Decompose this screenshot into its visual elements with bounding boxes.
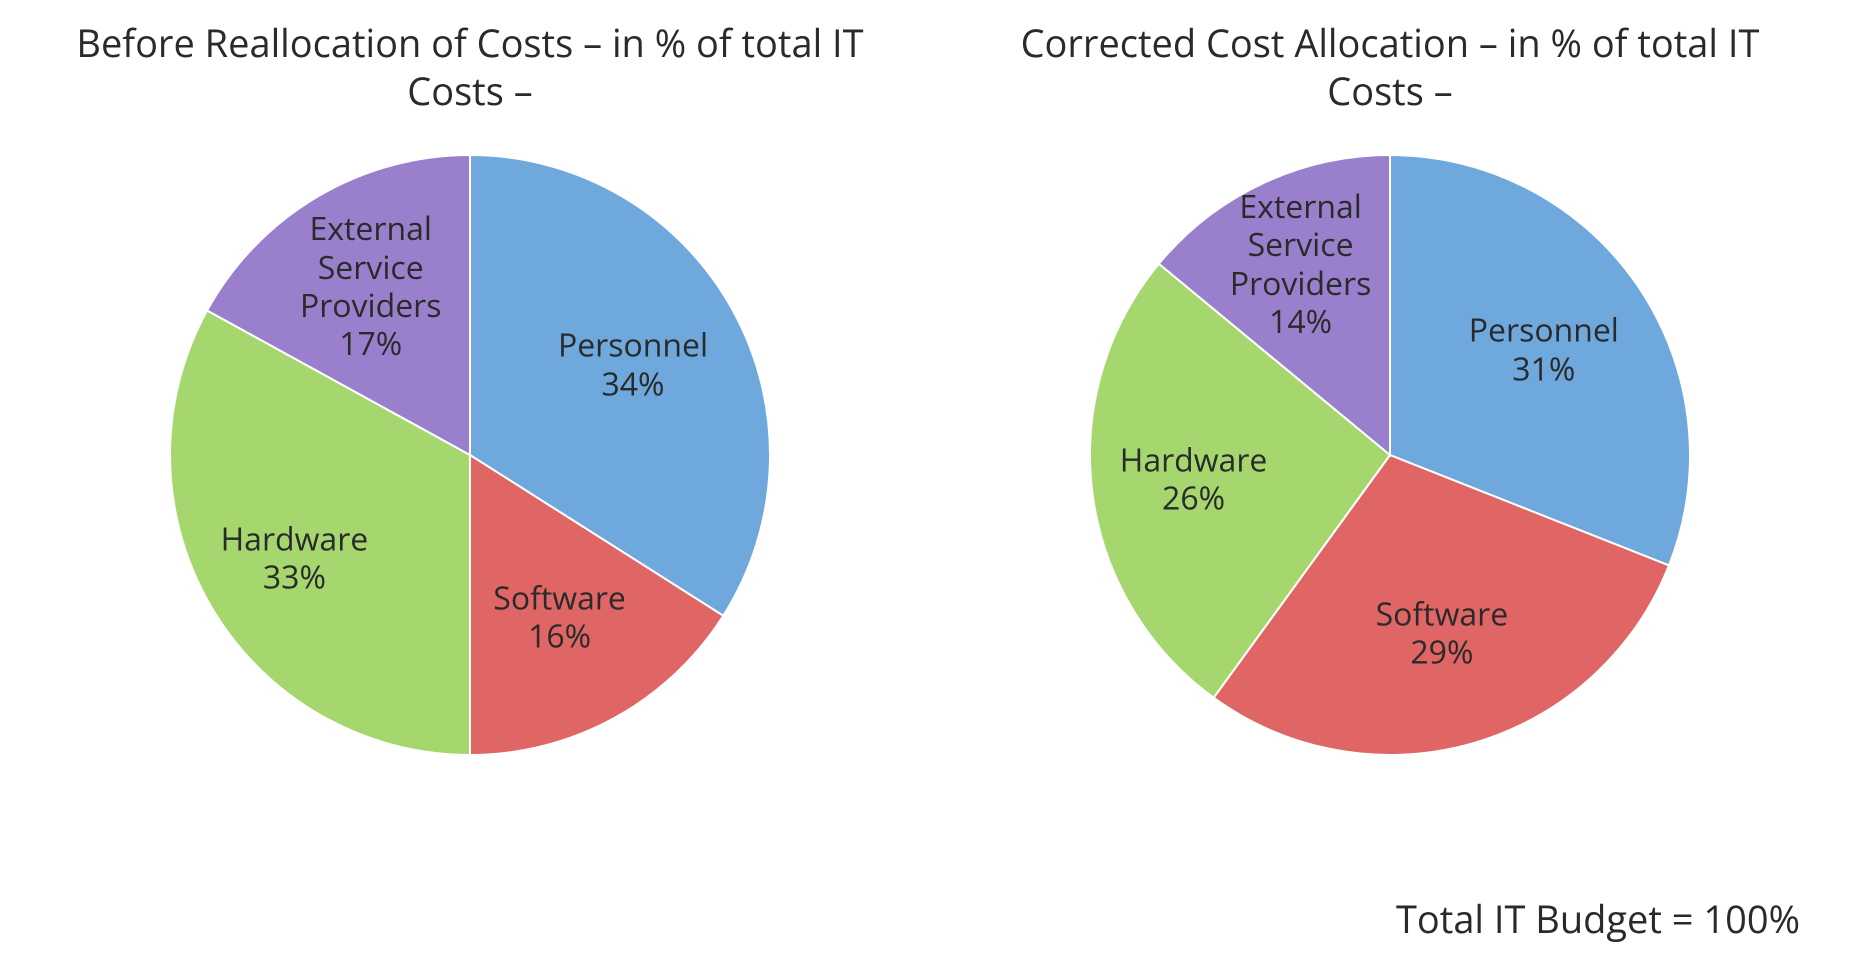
pie-after: Personnel31% Software29% Hardware26% Extern… xyxy=(1070,135,1710,775)
slice-label: Hardware26% xyxy=(1120,441,1268,518)
slice-label: Personnel31% xyxy=(1469,312,1619,389)
page-root: Before Reallocation of Costs – in % of t… xyxy=(0,0,1860,975)
slice-label-line: Hardware xyxy=(221,520,369,558)
footnote-total-budget: Total IT Budget = 100% xyxy=(1396,893,1800,945)
slice-label: Hardware33% xyxy=(221,520,369,597)
slice-label-line: 33% xyxy=(221,559,369,597)
chart-before: Before Reallocation of Costs – in % of t… xyxy=(70,20,870,775)
slice-label-line: 31% xyxy=(1469,350,1619,388)
chart-after-title: Corrected Cost Allocation – in % of tota… xyxy=(990,20,1790,115)
slice-label-line: External xyxy=(1230,188,1372,226)
slice-label-line: 34% xyxy=(558,365,708,403)
slice-label-line: Hardware xyxy=(1120,441,1268,479)
slice-label-line: 29% xyxy=(1376,634,1509,672)
slice-label-line: 26% xyxy=(1120,480,1268,518)
slice-label: ExternalServiceProviders14% xyxy=(1230,188,1372,342)
slice-label-line: 16% xyxy=(493,618,626,656)
slice-label: Personnel34% xyxy=(558,327,708,404)
slice-label-line: Providers xyxy=(300,287,442,325)
chart-before-title-line1: Before Reallocation of Costs xyxy=(76,17,573,69)
slice-label-line: Software xyxy=(493,580,626,618)
pie-svg xyxy=(150,135,790,775)
slice-label-line: Providers xyxy=(1230,265,1372,303)
slice-label-line: External xyxy=(300,210,442,248)
chart-after: Corrected Cost Allocation – in % of tota… xyxy=(990,20,1790,775)
slice-label-line: Personnel xyxy=(1469,312,1619,350)
pie-before: Personnel34% Software16% Hardware33% Extern… xyxy=(150,135,790,775)
slice-label: ExternalServiceProviders17% xyxy=(300,210,442,364)
slice-label-line: Service xyxy=(1230,227,1372,265)
slice-label: Software16% xyxy=(493,580,626,657)
slice-label-line: Personnel xyxy=(558,327,708,365)
chart-after-title-line1: Corrected Cost Allocation xyxy=(1021,17,1469,69)
slice-label-line: Service xyxy=(300,249,442,287)
chart-before-title: Before Reallocation of Costs – in % of t… xyxy=(70,20,870,115)
charts-row: Before Reallocation of Costs – in % of t… xyxy=(0,0,1860,775)
slice-label-line: 17% xyxy=(300,326,442,364)
slice-label-line: Software xyxy=(1376,595,1509,633)
slice-label-line: 14% xyxy=(1230,303,1372,341)
slice-label: Software29% xyxy=(1376,595,1509,672)
